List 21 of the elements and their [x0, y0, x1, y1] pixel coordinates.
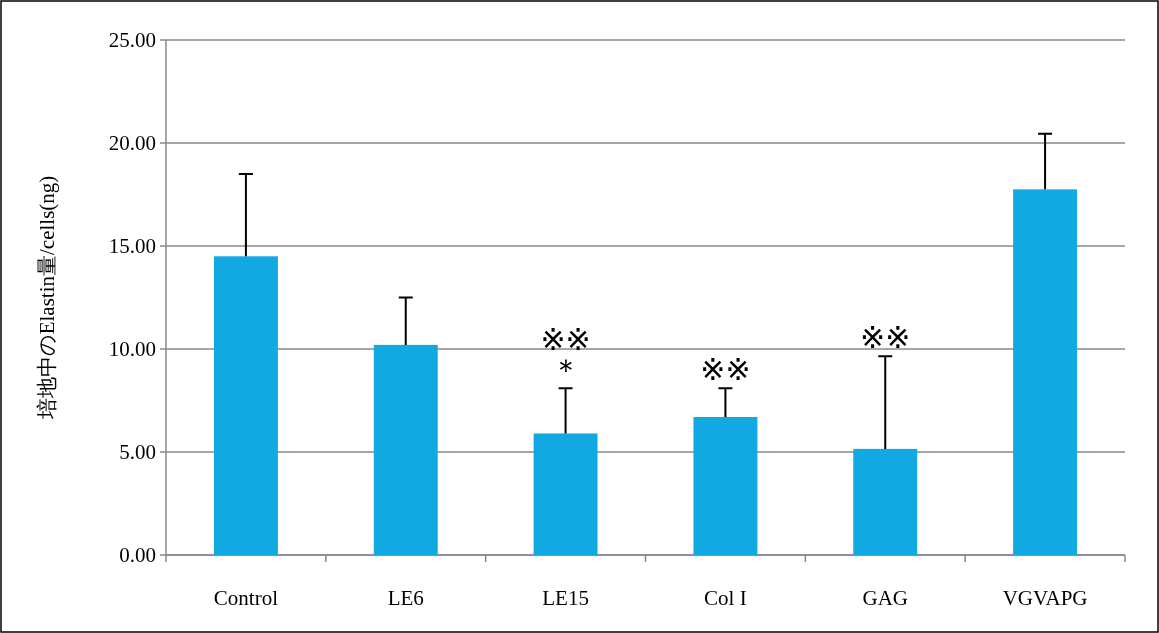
x-tick-label: GAG	[862, 586, 908, 610]
annotation: ※※	[860, 320, 911, 356]
x-tick-label: Col I	[704, 586, 747, 610]
bar	[373, 344, 438, 555]
bar	[693, 416, 758, 555]
y-tick-label: 20.00	[108, 131, 156, 155]
y-tick-label: 15.00	[108, 234, 156, 258]
y-tick-label: 10.00	[108, 337, 156, 361]
bar	[213, 256, 278, 555]
bar	[1013, 189, 1078, 555]
x-tick-label: Control	[213, 586, 279, 610]
y-tick-label: 25.00	[108, 28, 156, 52]
y-tick-label: 0.00	[119, 543, 156, 567]
x-tick-label: VGVAPG	[1002, 586, 1088, 610]
annotation: ※※	[700, 352, 751, 388]
y-axis-title: 培地中のElastin量/cells(ng)	[35, 175, 59, 421]
x-tick-label: LE6	[387, 586, 424, 610]
y-tick-label: 5.00	[119, 440, 156, 464]
bar	[533, 433, 598, 555]
bar	[853, 448, 918, 555]
x-tick-label: LE15	[542, 586, 589, 610]
